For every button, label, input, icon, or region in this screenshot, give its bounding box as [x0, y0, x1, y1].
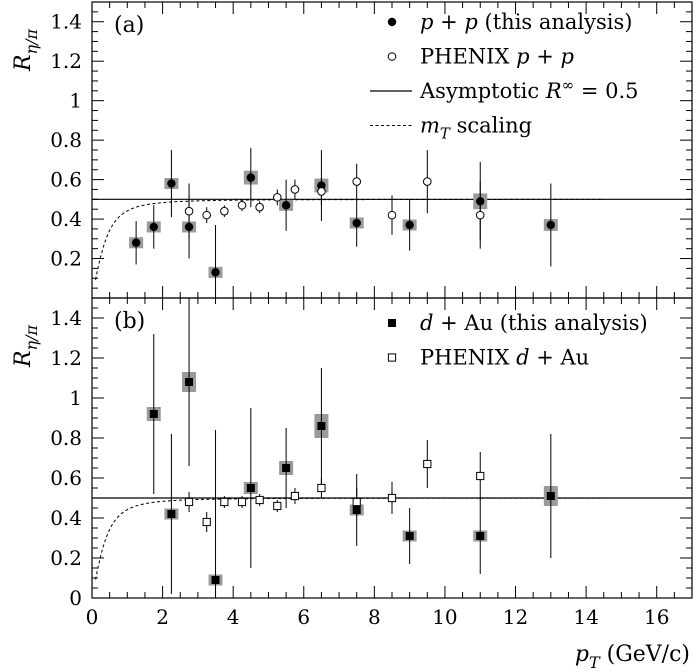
x-tick-label: 16	[644, 605, 669, 629]
data-point	[352, 177, 362, 186]
data-point	[185, 378, 194, 386]
y-tick-label: 1	[69, 386, 82, 410]
data-point	[352, 218, 361, 228]
legend-label: Asymptotic R∞​ = 0.5	[419, 76, 639, 103]
data-point	[405, 220, 414, 230]
y-axis-title: Rη/π​	[11, 324, 41, 368]
data-point	[317, 187, 326, 196]
data-point	[211, 268, 220, 277]
series-open-circle	[184, 150, 485, 249]
data-point	[290, 185, 300, 194]
data-point	[282, 464, 291, 472]
y-tick-label: 1.2	[50, 346, 82, 370]
legend: d + Au (this analysis) PHENIX d + Au	[387, 311, 648, 370]
data-point	[220, 497, 229, 507]
data-point	[272, 193, 282, 202]
data-point	[202, 517, 211, 527]
data-point	[422, 177, 432, 186]
data-point	[167, 179, 176, 188]
data-point	[546, 220, 556, 230]
x-tick-label: 4	[227, 605, 240, 629]
legend-marker	[388, 319, 396, 327]
data-point	[317, 422, 326, 430]
y-tick-label: 1	[69, 89, 82, 113]
legend-label: p + p (this analysis)	[420, 10, 632, 34]
series-filled-square	[146, 298, 558, 598]
x-tick-label: 8	[368, 605, 381, 629]
panel-label: (a)	[114, 13, 144, 38]
data-point	[237, 497, 247, 507]
data-point	[290, 491, 300, 501]
panel-b: 0 0.2 0.4 0.6 0.8 1 1.2 1.4 0 2 4 6 8 10 12 14 16 Rη/π​ pT…	[11, 297, 693, 672]
data-point	[546, 492, 555, 500]
y-tick-label: 0.2	[50, 546, 82, 570]
mt-scaling-curve	[95, 497, 604, 580]
data-point	[281, 201, 291, 210]
data-point	[387, 493, 397, 503]
panel-a: 0.2 0.4 0.6 0.8 1 1.2 1.4 Rη/π​ (a) p + p (this a…	[11, 1, 693, 299]
x-axis-title: pT​ (GeV/c)	[575, 642, 690, 672]
data-point	[184, 497, 194, 507]
data-point	[202, 210, 212, 220]
data-point	[167, 510, 176, 518]
legend-label: PHENIX d + Au	[420, 346, 589, 370]
x-tick-label: 0	[86, 605, 99, 629]
data-point	[255, 495, 264, 505]
data-point	[476, 471, 485, 481]
data-point	[246, 173, 256, 182]
y-tick-label: 0.6	[50, 466, 82, 490]
data-point	[255, 202, 264, 212]
series-filled-circle	[129, 148, 558, 298]
x-tick-label: 6	[297, 605, 310, 629]
mt-scaling-curve	[95, 198, 604, 280]
y-tick-label: 0.4	[50, 506, 82, 530]
series-open-square	[184, 440, 485, 532]
legend-label: d + Au (this analysis)	[420, 311, 648, 335]
y-tick-label: 1.4	[50, 306, 82, 330]
y-tick-label: 1.4	[50, 10, 82, 34]
y-tick-label: 0.6	[50, 168, 82, 192]
data-point	[405, 532, 414, 540]
data-point	[220, 206, 229, 216]
data-point	[184, 206, 194, 216]
data-point	[475, 210, 485, 220]
y-tick-label: 0.2	[50, 247, 82, 271]
legend-marker	[387, 353, 397, 362]
y-tick-label: 1.2	[50, 49, 82, 73]
data-point	[387, 210, 397, 220]
y-tick-label: 0	[69, 586, 82, 610]
data-point	[423, 459, 432, 469]
legend-marker	[387, 52, 397, 61]
legend: p + p (this analysis) PHENIX p + p Asympto…	[370, 10, 639, 143]
data-point	[317, 483, 326, 493]
x-tick-label: 14	[573, 605, 598, 629]
legend-label: mT​ scaling	[420, 114, 532, 143]
data-point	[273, 501, 282, 511]
y-tick-label: 0.8	[50, 426, 82, 450]
x-tick-label: 2	[156, 605, 169, 629]
data-point	[237, 200, 247, 210]
data-point	[131, 238, 141, 247]
plot-frame	[91, 297, 693, 599]
plot-frame	[91, 1, 693, 299]
x-tick-label: 12	[503, 605, 528, 629]
data-point	[352, 497, 361, 507]
y-axis-title: Rη/π​	[11, 28, 41, 72]
legend-marker	[387, 17, 397, 27]
legend-label: PHENIX p + p	[420, 45, 574, 69]
data-point	[211, 576, 220, 584]
panel-label: (b)	[114, 309, 145, 334]
x-tick-label: 10	[432, 605, 457, 629]
y-tick-label: 0.8	[50, 128, 82, 152]
data-point	[246, 484, 255, 492]
data-point	[149, 410, 158, 418]
data-point	[149, 222, 158, 232]
data-point	[476, 532, 485, 540]
y-tick-label: 0.4	[50, 207, 82, 231]
